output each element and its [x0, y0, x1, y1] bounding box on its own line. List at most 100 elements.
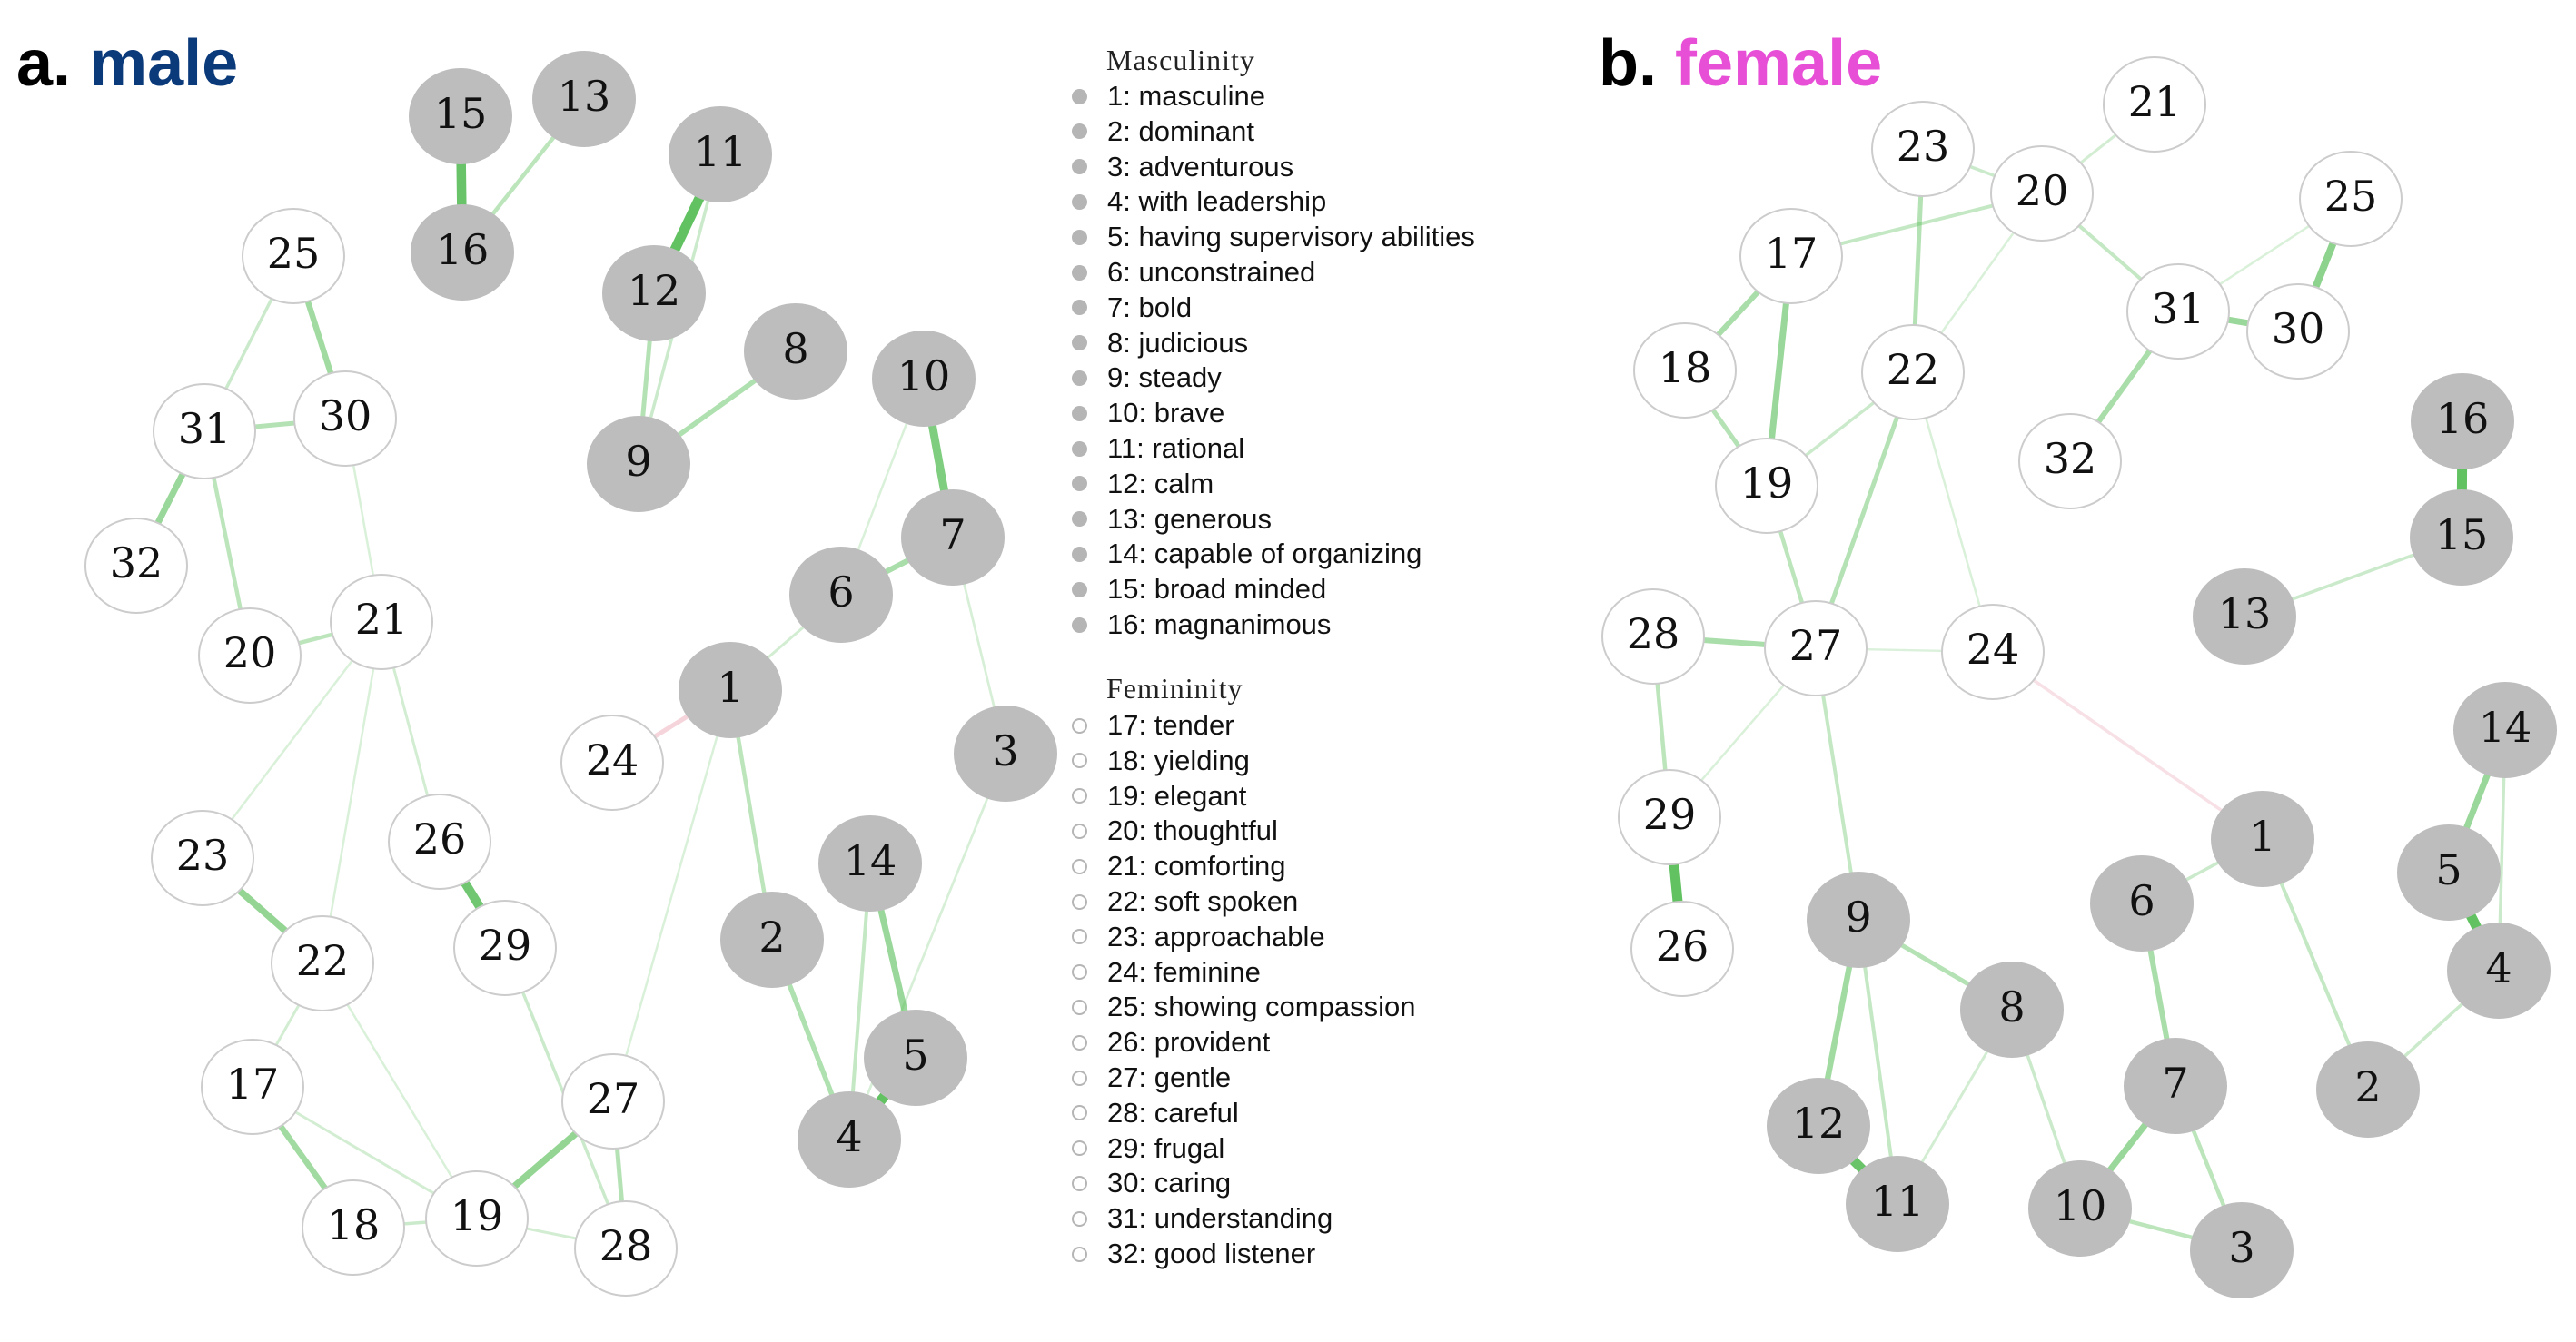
node-circle	[1941, 604, 2045, 700]
node-32: 32	[2018, 413, 2122, 509]
node-24: 24	[560, 715, 664, 811]
node-2: 2	[720, 892, 824, 988]
node-circle	[744, 303, 847, 400]
node-circle	[1871, 101, 1975, 197]
node-circle	[561, 1053, 665, 1150]
node-circle	[2397, 824, 2501, 921]
node-circle	[2246, 283, 2350, 380]
node-11: 11	[1846, 1156, 1949, 1252]
legend-label: 7: bold	[1107, 291, 1193, 323]
node-16: 16	[411, 204, 514, 301]
legend-marker-icon	[1072, 753, 1087, 769]
panel-title-female: b. female	[1599, 31, 1882, 96]
legend-label: 5: having supervisory abilities	[1107, 221, 1475, 253]
node-label: 6	[2128, 876, 2155, 925]
node-24: 24	[1941, 604, 2045, 700]
legend-label: 30: caring	[1107, 1167, 1232, 1199]
node-label: 22	[1887, 345, 1940, 394]
node-label: 29	[479, 921, 532, 970]
node-label: 32	[110, 538, 163, 587]
node-label: 16	[436, 225, 490, 274]
legend-item-femininity: 32: good listener	[1072, 1237, 1315, 1271]
node-circle	[293, 370, 397, 467]
node-circle	[1618, 769, 1721, 865]
legend-marker-icon	[1072, 964, 1087, 981]
legend-marker-icon	[1072, 1175, 1087, 1191]
node-circle	[242, 208, 345, 304]
legend-marker-icon	[1072, 858, 1087, 874]
node-label: 11	[694, 127, 748, 176]
node-circle	[798, 1091, 901, 1188]
node-label: 25	[2324, 172, 2378, 221]
node-label: 15	[434, 89, 488, 138]
node-5: 5	[864, 1010, 967, 1106]
legend-item-femininity: 24: feminine	[1072, 955, 1261, 990]
legend-label: 8: judicious	[1107, 326, 1249, 359]
node-circle	[954, 706, 1057, 802]
node-29: 29	[1618, 769, 1721, 865]
legend-marker-icon	[1072, 88, 1087, 104]
edge-22-19	[321, 962, 479, 1220]
legend-item-masculinity: 9: steady	[1072, 360, 1222, 395]
node-10: 10	[2028, 1160, 2132, 1257]
node-circle	[1601, 588, 1705, 685]
node-circle	[669, 106, 772, 202]
node-label: 27	[587, 1074, 640, 1123]
legend-item-masculinity: 1: masculine	[1072, 79, 1265, 113]
node-circle	[679, 642, 782, 738]
legend-marker-icon	[1072, 1246, 1087, 1262]
legend-item-femininity: 26: provident	[1072, 1025, 1270, 1060]
node-27: 27	[1764, 600, 1868, 696]
edge-24-1	[1991, 650, 2264, 841]
node-label: 2	[758, 913, 785, 962]
node-circle	[2126, 263, 2230, 360]
node-label: 19	[1740, 459, 1794, 508]
node-circle	[789, 547, 893, 643]
legend-marker-icon	[1072, 823, 1087, 839]
legend-label: 29: frugal	[1107, 1131, 1225, 1164]
legend-label: 19: elegant	[1107, 779, 1247, 812]
node-label: 13	[558, 72, 611, 121]
node-29: 29	[453, 900, 557, 996]
panel-prefix: b.	[1599, 27, 1657, 100]
node-circle	[901, 489, 1005, 586]
node-circle	[560, 715, 664, 811]
node-circle	[587, 416, 690, 512]
legend-item-femininity: 23: approachable	[1072, 920, 1325, 954]
node-label: 23	[1897, 122, 1950, 171]
legend-marker-icon	[1072, 264, 1087, 281]
node-circle	[198, 607, 302, 704]
legend-item-femininity: 25: showing compassion	[1072, 990, 1415, 1024]
node-12: 12	[602, 245, 706, 341]
node-circle	[2018, 413, 2122, 509]
legend-marker-icon	[1072, 617, 1087, 633]
node-circle	[532, 51, 636, 147]
node-circle	[1807, 872, 1910, 968]
legend-label: 1: masculine	[1107, 80, 1266, 112]
node-label: 13	[2218, 589, 2272, 638]
legend-item-masculinity: 11: rational	[1072, 431, 1244, 466]
legend-marker-icon	[1072, 229, 1087, 245]
node-11: 11	[669, 106, 772, 202]
legend-label: 6: unconstrained	[1107, 256, 1316, 288]
node-label: 26	[413, 814, 467, 863]
legend-item-masculinity: 16: magnanimous	[1072, 607, 1331, 642]
node-14: 14	[2453, 682, 2557, 778]
node-circle	[2103, 56, 2206, 153]
legend-item-femininity: 29: frugal	[1072, 1131, 1224, 1166]
node-label: 26	[1656, 922, 1709, 971]
node-circle	[425, 1170, 529, 1267]
legend-marker-icon	[1072, 717, 1087, 734]
node-label: 8	[1998, 982, 2025, 1031]
network-female: 1234567891011121314151617181920212223242…	[1601, 56, 2557, 1298]
node-circle	[1764, 600, 1868, 696]
node-6: 6	[2090, 855, 2194, 952]
node-4: 4	[2447, 923, 2551, 1019]
node-22: 22	[1861, 324, 1965, 420]
node-15: 15	[2410, 489, 2513, 586]
legend-item-femininity: 21: comforting	[1072, 849, 1285, 883]
node-32: 32	[84, 518, 188, 614]
node-label: 9	[625, 437, 651, 486]
node-label: 21	[355, 595, 409, 644]
legend-label: 18: yielding	[1107, 744, 1250, 776]
